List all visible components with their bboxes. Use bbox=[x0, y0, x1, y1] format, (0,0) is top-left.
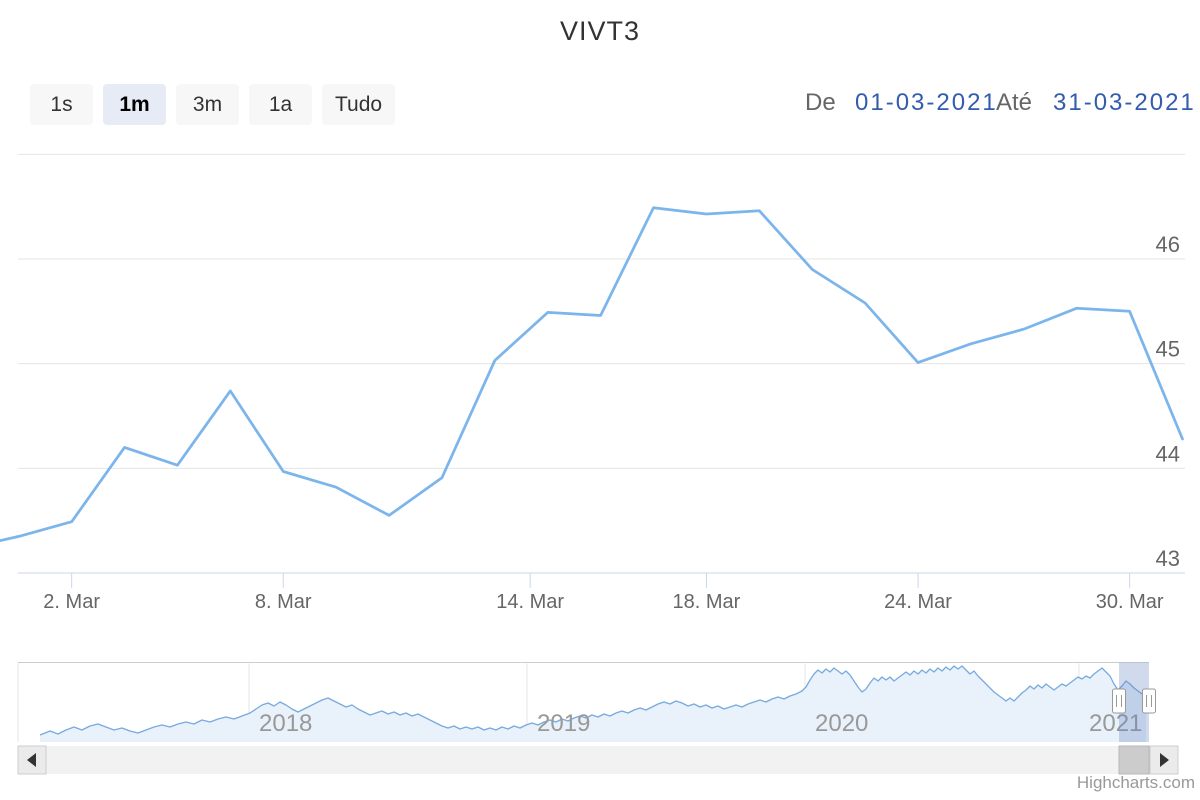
to-date-input[interactable]: 31-03-2021 bbox=[1053, 89, 1196, 116]
page-title: VIVT3 bbox=[559, 16, 641, 46]
range-selector: 1s 1m 3m 1a Tudo bbox=[30, 84, 396, 125]
range-button-1a[interactable]: 1a bbox=[249, 84, 312, 125]
navigator-year-label: 2018 bbox=[259, 710, 312, 737]
x-axis-tick-label: 24. Mar bbox=[884, 591, 952, 613]
navigator-year-label: 2020 bbox=[815, 710, 868, 737]
navigator-series-area bbox=[40, 666, 1146, 742]
x-axis-tick-label: 30. Mar bbox=[1096, 591, 1164, 613]
range-button-1m[interactable]: 1m bbox=[103, 84, 166, 125]
scrollbar-track[interactable] bbox=[18, 746, 1178, 774]
x-axis-tick-label: 8. Mar bbox=[255, 591, 312, 613]
from-date-label: De bbox=[805, 89, 836, 116]
from-date-input[interactable]: 01-03-2021 bbox=[855, 89, 998, 116]
scrollbar-thumb[interactable] bbox=[1118, 745, 1150, 775]
range-button-3m[interactable]: 3m bbox=[176, 84, 239, 125]
scrollbar-right-arrow-icon bbox=[1160, 753, 1169, 767]
range-button-tudo[interactable]: Tudo bbox=[322, 84, 396, 125]
scrollbar-left-arrow-icon bbox=[27, 753, 36, 767]
price-series-line bbox=[0, 206, 1184, 542]
x-axis-tick-label: 2. Mar bbox=[43, 591, 100, 613]
to-date-label: Até bbox=[996, 89, 1033, 116]
navigator-right-handle[interactable] bbox=[1142, 688, 1156, 714]
y-axis-tick-label: 43 bbox=[1156, 546, 1180, 571]
y-axis-tick-label: 44 bbox=[1156, 441, 1180, 466]
credits-link[interactable]: Highcharts.com bbox=[1076, 773, 1195, 792]
navigator-series-line bbox=[39, 665, 1147, 736]
range-button-1s[interactable]: 1s bbox=[30, 84, 93, 125]
navigator-left-handle[interactable] bbox=[1112, 688, 1126, 714]
navigator-year-label: 2021 bbox=[1089, 710, 1142, 737]
x-axis-tick-label: 18. Mar bbox=[673, 591, 741, 613]
y-axis-tick-label: 45 bbox=[1156, 337, 1180, 362]
y-axis-tick-label: 46 bbox=[1156, 232, 1180, 257]
x-axis-tick-label: 14. Mar bbox=[496, 591, 564, 613]
navigator-year-label: 2019 bbox=[537, 710, 590, 737]
